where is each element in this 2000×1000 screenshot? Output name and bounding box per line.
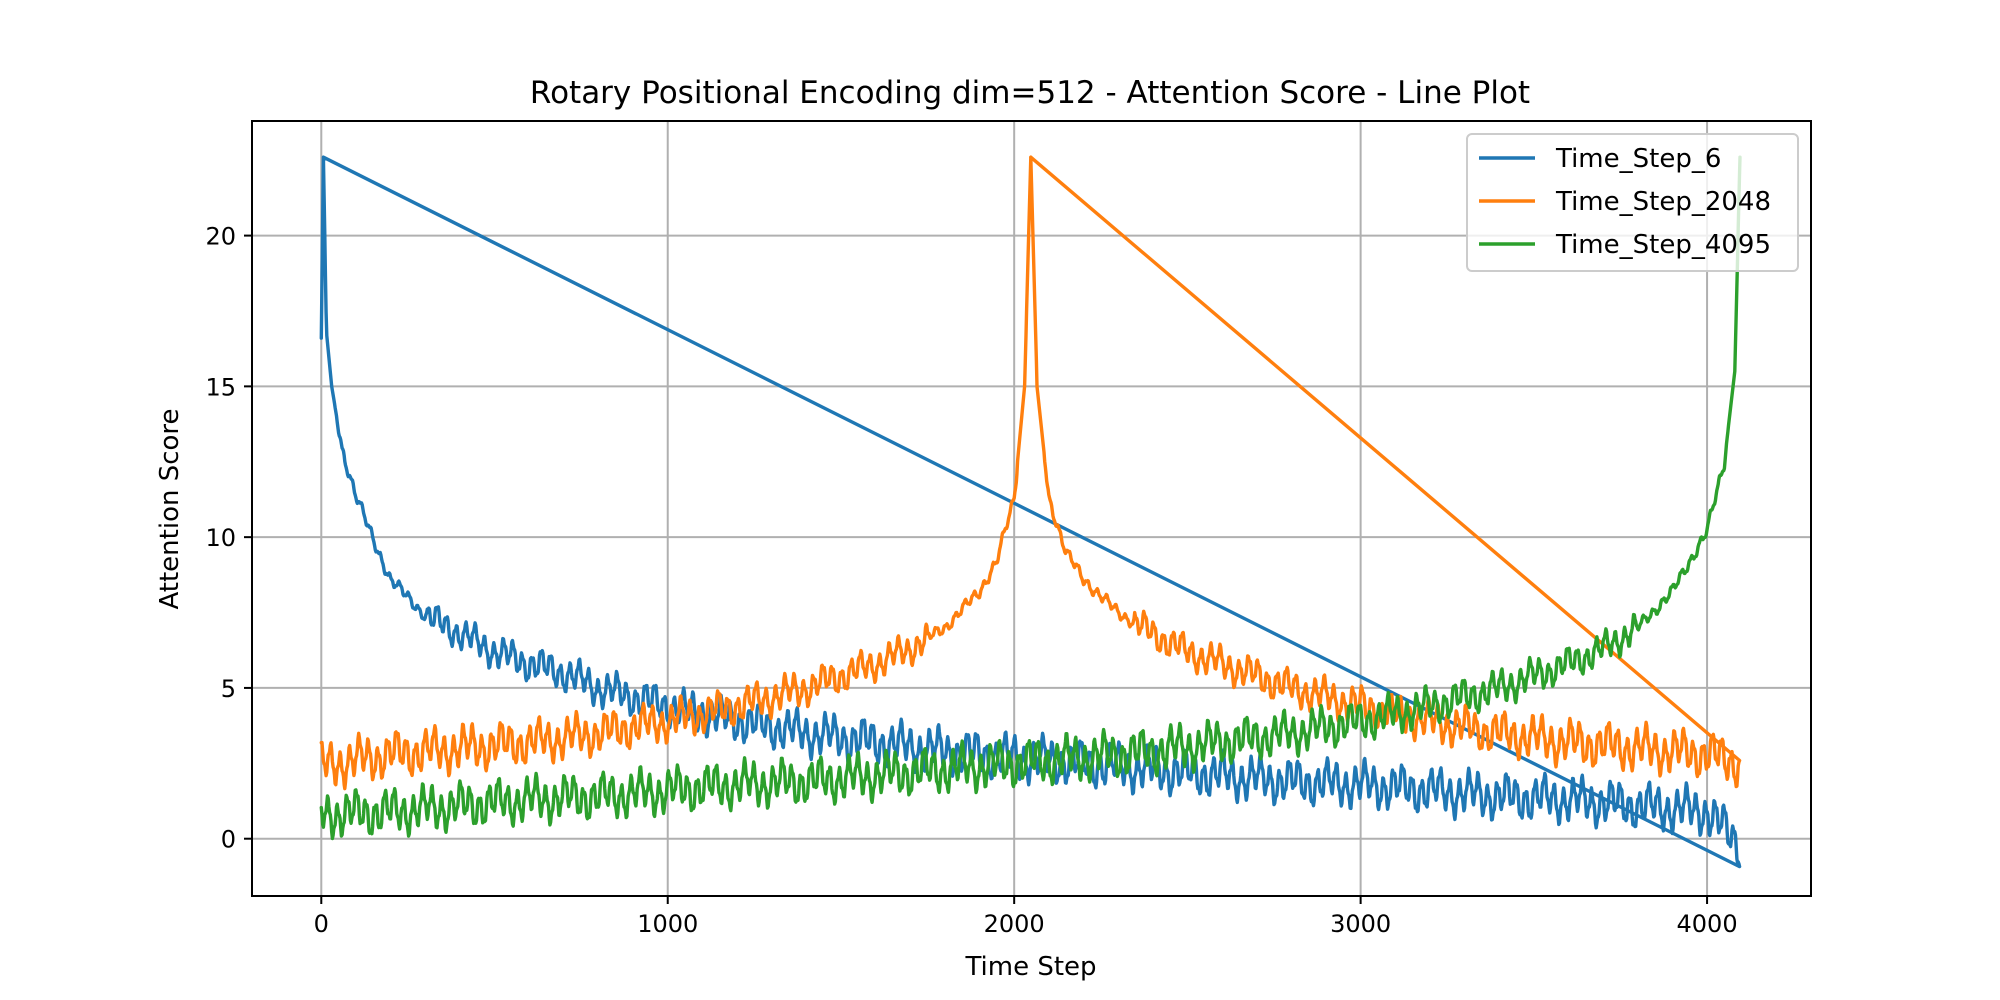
x-axis-ticks: 0 1000 2000 3000 4000 — [314, 896, 1738, 938]
x-tick-label: 4000 — [1677, 910, 1738, 938]
y-tick-label: 0 — [221, 826, 236, 854]
x-axis-title: Time Step — [964, 952, 1096, 982]
series-layer — [319, 155, 1742, 869]
legend-box — [1466, 133, 1799, 272]
legend-label: Time_Step_4095 — [1555, 230, 1771, 260]
series-line-time-step-2048 — [319, 155, 1742, 791]
legend: Time_Step_6 Time_Step_2048 Time_Step_4095 — [1466, 133, 1799, 272]
y-tick-label: 15 — [205, 373, 236, 401]
y-axis-ticks: 0 5 10 15 20 — [205, 223, 252, 854]
plot-area-frame — [251, 120, 1812, 897]
y-tick-label: 20 — [205, 223, 236, 251]
y-axis-title: Attention Score — [155, 408, 185, 609]
x-tick-label: 1000 — [637, 910, 698, 938]
y-tick-label: 10 — [205, 524, 236, 552]
series-line-time-step-4095 — [319, 155, 1742, 841]
y-tick-label: 5 — [221, 675, 236, 703]
x-tick-label: 3000 — [1330, 910, 1391, 938]
x-tick-label: 0 — [314, 910, 329, 938]
legend-label: Time_Step_6 — [1555, 144, 1721, 174]
chart-title: Rotary Positional Encoding dim=512 - Att… — [530, 75, 1530, 111]
x-tick-label: 2000 — [984, 910, 1045, 938]
legend-label: Time_Step_2048 — [1555, 187, 1771, 217]
